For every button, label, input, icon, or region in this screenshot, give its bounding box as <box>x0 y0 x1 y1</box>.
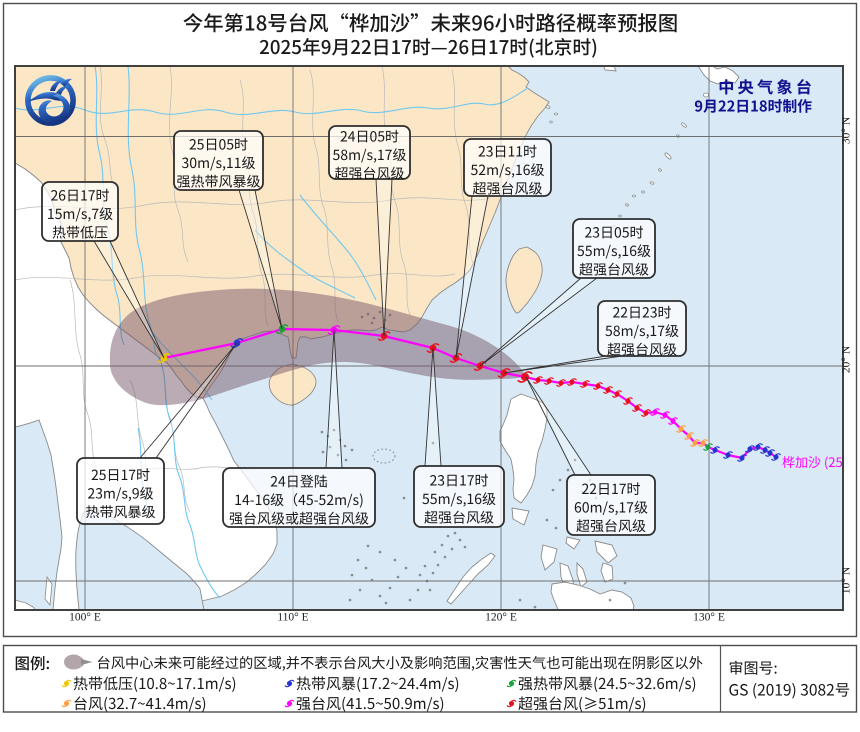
svg-text:130° E: 130° E <box>693 612 725 624</box>
svg-text:30° N: 30° N <box>841 116 853 144</box>
svg-text:110° E: 110° E <box>277 612 308 624</box>
svg-text:100° E: 100° E <box>69 612 101 624</box>
svg-text:10° N: 10° N <box>841 566 853 594</box>
svg-text:120° E: 120° E <box>485 612 517 624</box>
svg-text:20° N: 20° N <box>841 345 853 373</box>
